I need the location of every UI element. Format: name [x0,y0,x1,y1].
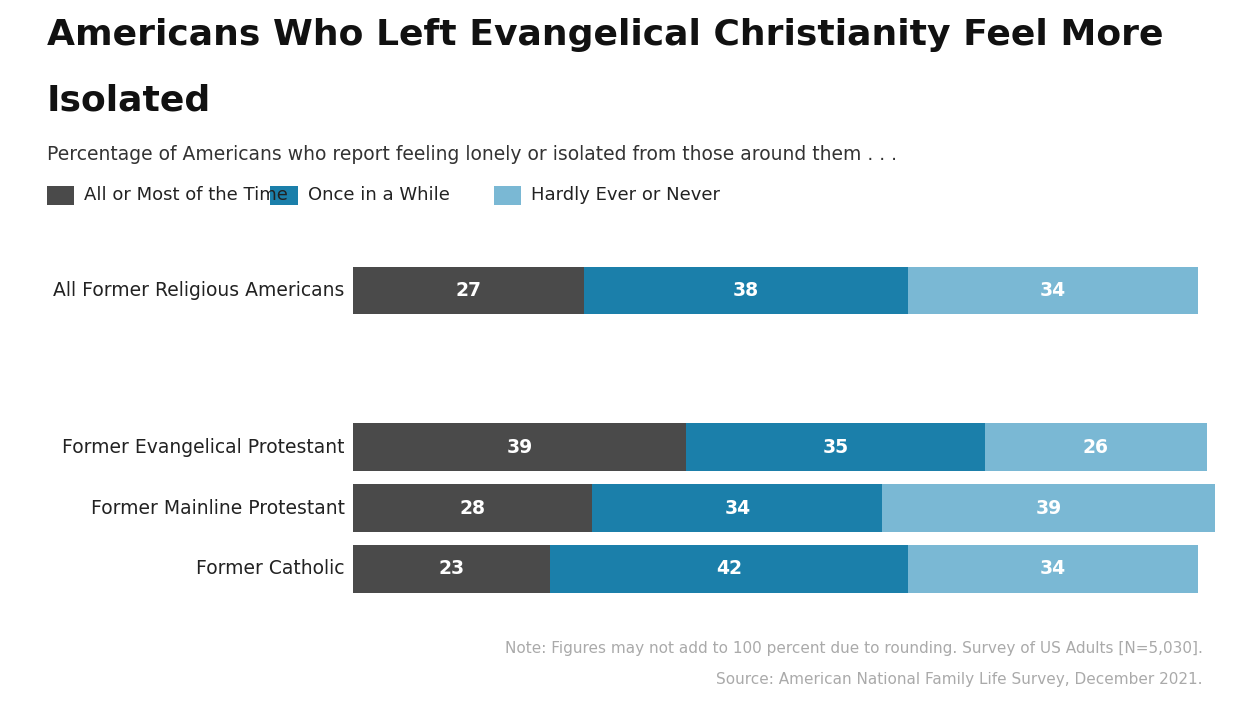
Bar [353,423,686,471]
Bar [686,423,985,471]
Bar [908,266,1198,314]
Bar [883,484,1215,532]
Bar [985,423,1207,471]
Text: 35: 35 [822,437,848,457]
Bar [593,484,883,532]
Bar [584,266,908,314]
Text: All or Most of the Time: All or Most of the Time [84,187,288,204]
Text: Percentage of Americans who report feeling lonely or isolated from those around : Percentage of Americans who report feeli… [47,145,897,164]
Bar [353,484,593,532]
Text: 39: 39 [1035,499,1061,518]
Text: Americans Who Left Evangelical Christianity Feel More: Americans Who Left Evangelical Christian… [47,18,1163,52]
Text: 34: 34 [1040,560,1066,578]
Text: Note: Figures may not add to 100 percent due to rounding. Survey of US Adults [N: Note: Figures may not add to 100 percent… [505,641,1203,656]
Text: 28: 28 [460,499,486,518]
Bar [353,266,584,314]
Text: Once in a While: Once in a While [308,187,449,204]
Text: 42: 42 [715,560,742,578]
Text: 34: 34 [724,499,750,518]
Text: Isolated: Isolated [47,83,211,117]
Text: Former Catholic: Former Catholic [196,560,345,578]
Bar [908,545,1198,593]
Text: 38: 38 [733,281,759,300]
Bar [353,545,549,593]
Text: 34: 34 [1040,281,1066,300]
Text: 39: 39 [507,437,533,457]
Text: Former Mainline Protestant: Former Mainline Protestant [91,499,345,518]
Text: 26: 26 [1083,437,1109,457]
Text: 27: 27 [455,281,481,300]
Text: All Former Religious Americans: All Former Religious Americans [53,281,345,300]
Text: 23: 23 [439,560,465,578]
Text: Source: American National Family Life Survey, December 2021.: Source: American National Family Life Su… [717,672,1203,687]
Text: Former Evangelical Protestant: Former Evangelical Protestant [62,437,345,457]
Bar [549,545,908,593]
Text: Hardly Ever or Never: Hardly Ever or Never [531,187,719,204]
